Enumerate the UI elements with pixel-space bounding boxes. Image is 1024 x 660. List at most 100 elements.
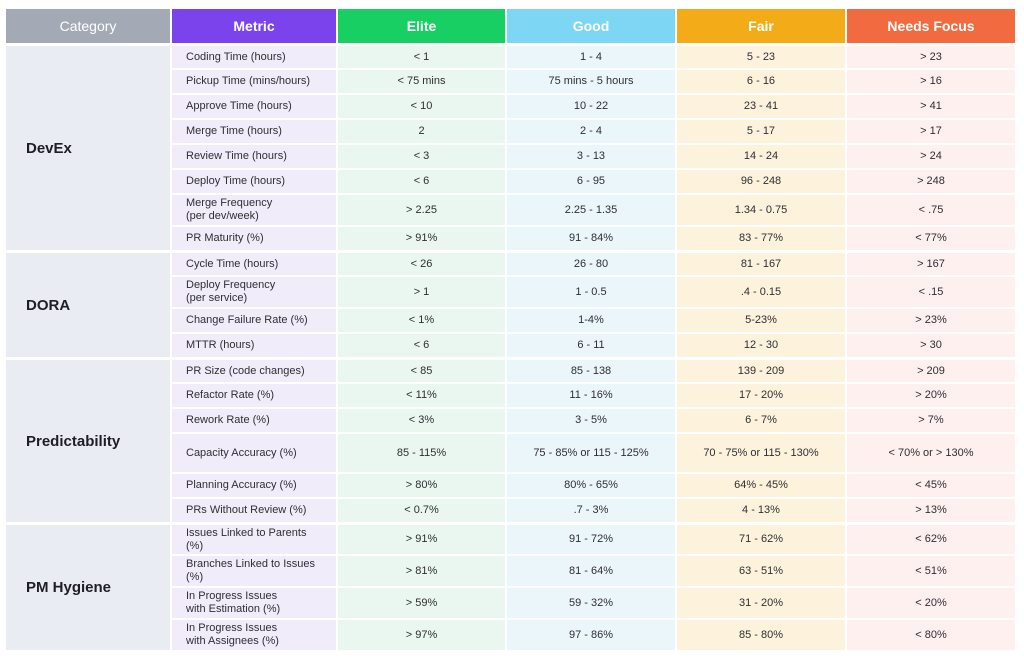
good-value: 3 - 13	[507, 143, 675, 168]
fair-value: 12 - 30	[677, 332, 845, 357]
elite-value: < 11%	[338, 382, 505, 407]
elite-value: > 1	[338, 275, 505, 307]
good-value: 75 - 85% or 115 - 125%	[507, 432, 675, 472]
benchmarks-table: Category Metric Elite Good Fair Needs Fo…	[4, 9, 1017, 650]
table-row: Refactor Rate (%) < 11% 11 - 16% 17 - 20% > …	[6, 382, 1015, 407]
elite-value: < 1	[338, 43, 505, 68]
elite-value: < 1%	[338, 307, 505, 332]
elite-value: > 59%	[338, 586, 505, 618]
table-row: In Progress Issues with Estimation (%) > …	[6, 586, 1015, 618]
elite-value: > 91%	[338, 225, 505, 250]
good-value: 75 mins - 5 hours	[507, 68, 675, 93]
good-value: 59 - 32%	[507, 586, 675, 618]
elite-header: Elite	[338, 9, 505, 43]
metric-name: PRs Without Review (%)	[172, 497, 336, 522]
needs-focus-value: > 24	[847, 143, 1015, 168]
fair-value: 6 - 16	[677, 68, 845, 93]
category-label: Predictability	[6, 357, 170, 522]
fair-value: 64% - 45%	[677, 472, 845, 497]
needs-focus-value: > 20%	[847, 382, 1015, 407]
metric-name: Review Time (hours)	[172, 143, 336, 168]
good-value: 2 - 4	[507, 118, 675, 143]
fair-value: 6 - 7%	[677, 407, 845, 432]
header-row: Category Metric Elite Good Fair Needs Fo…	[6, 9, 1015, 43]
needs-focus-header: Needs Focus	[847, 9, 1015, 43]
category-label: DORA	[6, 250, 170, 357]
good-value: 85 - 138	[507, 357, 675, 382]
needs-focus-value: > 41	[847, 93, 1015, 118]
metric-name: Rework Rate (%)	[172, 407, 336, 432]
table-row: PM Hygiene Issues Linked to Parents (%) > …	[6, 522, 1015, 650]
metric-name: Merge Time (hours)	[172, 118, 336, 143]
metric-name: Coding Time (hours)	[172, 43, 336, 68]
elite-value: < 6	[338, 168, 505, 193]
good-value: 26 - 80	[507, 250, 675, 275]
needs-focus-value: > 16	[847, 68, 1015, 93]
needs-focus-value: < 45%	[847, 472, 1015, 497]
table-row: PR Maturity (%) > 91% 91 - 84% 83 - 77% < 77…	[6, 225, 1015, 250]
needs-focus-value: > 23%	[847, 307, 1015, 332]
elite-value: > 81%	[338, 554, 505, 586]
good-header: Good	[507, 9, 675, 43]
good-value: 10 - 22	[507, 93, 675, 118]
needs-focus-value: < 62%	[847, 522, 1015, 554]
metric-name: Deploy Time (hours)	[172, 168, 336, 193]
elite-value: < 3	[338, 143, 505, 168]
category-label: DevEx	[6, 43, 170, 250]
metric-name: Approve Time (hours)	[172, 93, 336, 118]
table-row: Planning Accuracy (%) > 80% 80% - 65% 64% -…	[6, 472, 1015, 497]
good-value: 1 - 4	[507, 43, 675, 68]
elite-value: < 0.7%	[338, 497, 505, 522]
needs-focus-value: < .75	[847, 193, 1015, 225]
elite-value: < 10	[338, 93, 505, 118]
needs-focus-value: > 209	[847, 357, 1015, 382]
needs-focus-value: < .15	[847, 275, 1015, 307]
fair-value: 17 - 20%	[677, 382, 845, 407]
metric-name: PR Maturity (%)	[172, 225, 336, 250]
needs-focus-value: > 248	[847, 168, 1015, 193]
needs-focus-value: < 51%	[847, 554, 1015, 586]
metric-name: Pickup Time (mins/hours)	[172, 68, 336, 93]
metric-name: Issues Linked to Parents (%)	[172, 522, 336, 554]
fair-value: 23 - 41	[677, 93, 845, 118]
fair-value: 14 - 24	[677, 143, 845, 168]
good-value: 97 - 86%	[507, 618, 675, 650]
elite-value: < 6	[338, 332, 505, 357]
metric-name: In Progress Issues with Estimation (%)	[172, 586, 336, 618]
good-value: .7 - 3%	[507, 497, 675, 522]
fair-value: 5-23%	[677, 307, 845, 332]
needs-focus-value: < 70% or > 130%	[847, 432, 1015, 472]
good-value: 91 - 72%	[507, 522, 675, 554]
elite-value: > 91%	[338, 522, 505, 554]
elite-value: < 75 mins	[338, 68, 505, 93]
table-row: Merge Frequency (per dev/week) > 2.25 2.25…	[6, 193, 1015, 225]
good-value: 1 - 0.5	[507, 275, 675, 307]
table-row: In Progress Issues with Assignees (%) > 9…	[6, 618, 1015, 650]
table-row: Rework Rate (%) < 3% 3 - 5% 6 - 7% > 7%	[6, 407, 1015, 432]
needs-focus-value: > 13%	[847, 497, 1015, 522]
table-row: Pickup Time (mins/hours) < 75 mins 75 mins…	[6, 68, 1015, 93]
fair-value: 81 - 167	[677, 250, 845, 275]
needs-focus-value: > 23	[847, 43, 1015, 68]
fair-value: 5 - 17	[677, 118, 845, 143]
needs-focus-value: < 20%	[847, 586, 1015, 618]
fair-value: 85 - 80%	[677, 618, 845, 650]
elite-value: < 85	[338, 357, 505, 382]
needs-focus-value: > 167	[847, 250, 1015, 275]
metric-name: Cycle Time (hours)	[172, 250, 336, 275]
table-row: Approve Time (hours) < 10 10 - 22 23 - 41 > …	[6, 93, 1015, 118]
table-row: Capacity Accuracy (%) 85 - 115% 75 - 85% o…	[6, 432, 1015, 472]
metric-name: Refactor Rate (%)	[172, 382, 336, 407]
elite-value: 85 - 115%	[338, 432, 505, 472]
elite-value: > 97%	[338, 618, 505, 650]
good-value: 91 - 84%	[507, 225, 675, 250]
metric-name: Change Failure Rate (%)	[172, 307, 336, 332]
table-row: Predictability PR Size (code changes) < 85…	[6, 357, 1015, 522]
needs-focus-value: < 80%	[847, 618, 1015, 650]
